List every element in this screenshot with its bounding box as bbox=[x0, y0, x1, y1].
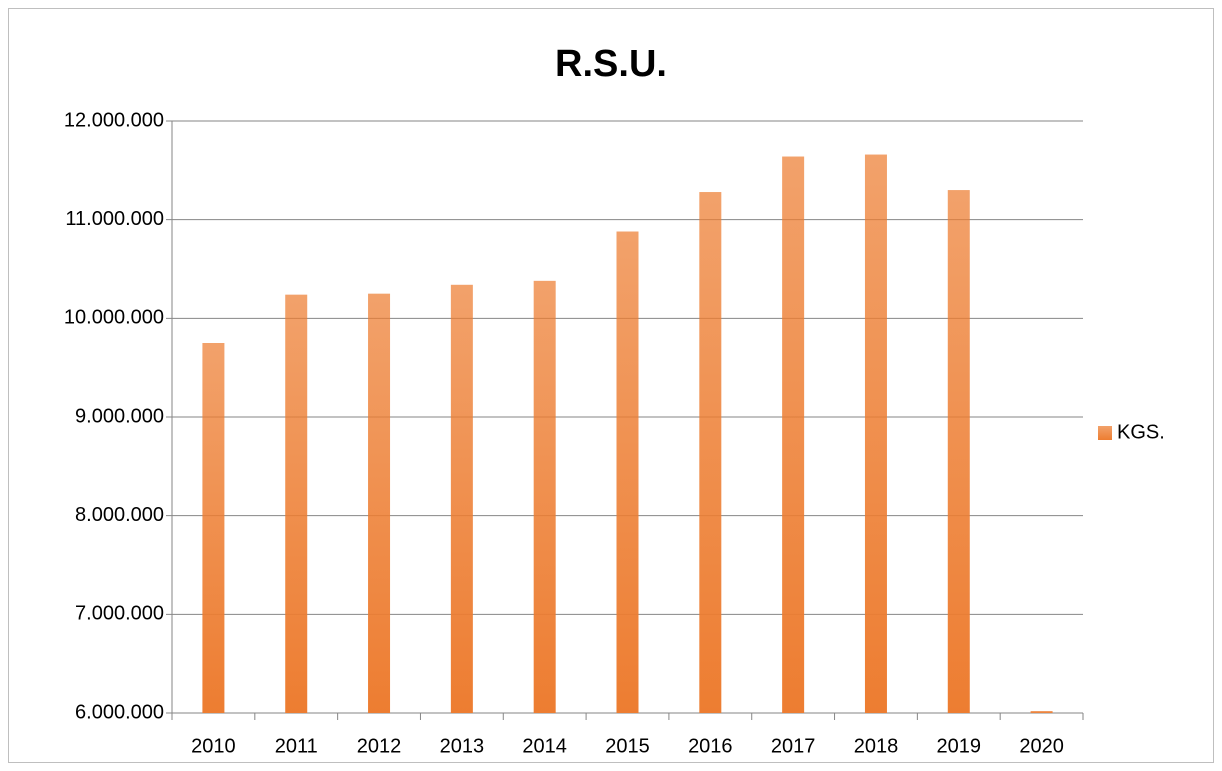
bar bbox=[947, 190, 970, 714]
bar bbox=[202, 343, 225, 713]
chart-frame bbox=[8, 8, 1214, 763]
bar bbox=[285, 294, 308, 713]
x-tick-label: 2019 bbox=[937, 735, 982, 757]
legend-swatch bbox=[1098, 426, 1112, 440]
x-tick-label: 2018 bbox=[854, 735, 899, 757]
x-tick-label: 2012 bbox=[357, 735, 402, 757]
bar bbox=[533, 280, 556, 713]
chart-title: R.S.U. bbox=[555, 43, 667, 85]
y-tick-label: 12.000.000 bbox=[64, 109, 164, 131]
bar bbox=[864, 154, 887, 714]
x-tick-label: 2010 bbox=[191, 735, 236, 757]
bar bbox=[699, 192, 722, 714]
bar bbox=[616, 231, 639, 714]
y-tick-label: 10.000.000 bbox=[64, 307, 164, 329]
x-tick-label: 2016 bbox=[688, 735, 733, 757]
y-tick-label: 6.000.000 bbox=[75, 701, 164, 723]
bar bbox=[782, 156, 805, 713]
x-tick-label: 2011 bbox=[275, 735, 318, 757]
y-tick-label: 8.000.000 bbox=[75, 504, 164, 526]
x-tick-label: 2017 bbox=[771, 735, 816, 757]
y-tick-label: 7.000.000 bbox=[75, 603, 164, 625]
x-tick-label: 2020 bbox=[1019, 735, 1064, 757]
x-tick-label: 2015 bbox=[605, 735, 650, 757]
y-tick-label: 11.000.000 bbox=[65, 208, 164, 230]
legend-label: KGS. bbox=[1117, 421, 1165, 443]
bar bbox=[1030, 711, 1053, 713]
x-tick-label: 2013 bbox=[440, 735, 485, 757]
bar bbox=[450, 284, 473, 713]
bar bbox=[368, 293, 391, 713]
y-tick-label: 9.000.000 bbox=[75, 405, 164, 427]
x-tick-label: 2014 bbox=[522, 735, 567, 757]
